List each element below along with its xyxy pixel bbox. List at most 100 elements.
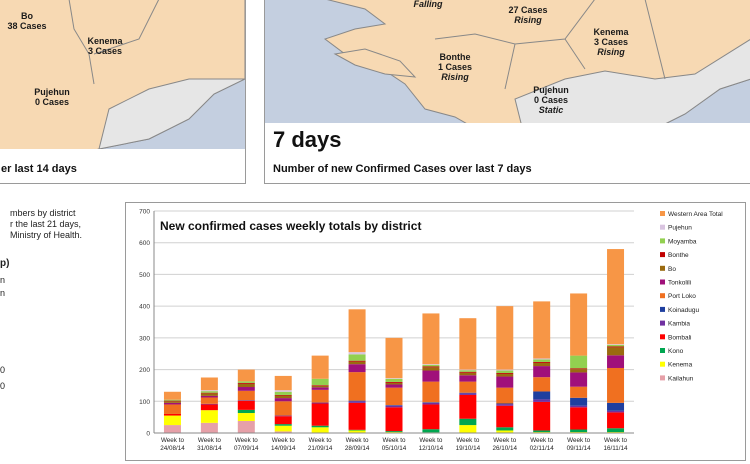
legend-label: Kambia [668,321,690,328]
bar-segment [311,403,329,426]
pujehun-area [98,78,245,150]
bar-segment [163,400,181,402]
bar-segment [570,407,588,430]
x-tick-label: 26/10/14 [493,445,518,452]
bar-segment [163,391,181,400]
caption-strip [0,149,245,183]
bar-segment [496,430,514,433]
bar-segment [422,367,440,371]
bar-segment [459,392,477,394]
bar-segment [496,376,514,388]
legend-swatch [660,265,665,271]
legend-swatch [660,224,665,230]
bar-segment [533,391,551,400]
x-tick-label: 28/09/14 [345,445,370,452]
legend-swatch [660,293,665,299]
map-7-days [265,0,750,183]
bar-segment [607,249,625,345]
x-tick-label: 09/11/14 [567,445,592,452]
district-label-bo: Bo 38 Cases [7,11,47,31]
legend-label: Pujehun [668,225,692,232]
bar-segment [311,385,329,386]
bar-segment [570,429,588,433]
x-tick-label: 19/10/14 [456,445,481,452]
legend-swatch [660,320,665,326]
bar-segment [237,381,255,383]
bar-segment [533,377,551,392]
bar-segment [163,404,181,414]
legend-swatch [660,211,665,216]
bar-segment [533,366,551,378]
bar-segment [385,337,403,379]
bar-segment [496,405,514,428]
bar-segment [570,372,588,387]
bar-segment [311,387,329,390]
bar-segment [570,368,588,370]
x-tick-label: 12/10/14 [419,445,444,452]
bar-segment [570,405,588,408]
bar-segment [200,422,218,433]
y-tick-label: 0 [146,431,150,438]
bar-segment [237,413,255,421]
bar-segment [533,358,551,360]
bar-segment [496,369,514,371]
note-line-3: Ministry of Health. [10,230,83,240]
bar-segment [348,429,366,431]
district-label-kenema: Kenema 3 Cases [87,36,123,56]
note-line-1: mbers by district [10,208,76,218]
x-tick-label: 05/10/14 [382,445,407,452]
y-tick-label: 600 [139,240,150,247]
bar-segment [496,403,514,405]
seven-days-label: 7 days [273,127,342,152]
bar-segment [274,424,292,426]
bar-segment [274,391,292,395]
legend-label: Moyamba [668,238,697,245]
y-tick-label: 200 [139,367,150,374]
legend-label: Western Area Total [668,211,723,218]
bar-segment [237,382,255,384]
bar-segment [496,370,514,374]
bar-segment [385,381,403,383]
bar-segment [237,369,255,382]
legend-swatch [660,306,665,312]
bar-segment [348,401,366,403]
bar-segment [459,394,477,419]
bar-segment [385,378,403,382]
legend-swatch [660,375,665,381]
x-tick-label: Week to [456,437,479,444]
bar-segment [200,397,218,404]
bar-segment [459,371,477,373]
bar-segment [200,390,218,392]
bar-segment [496,306,514,370]
bar-segment [607,347,625,356]
bar-segment [422,402,440,403]
bar-segment [570,369,588,373]
bar-segment [385,378,403,379]
legend-label: Bo [668,266,676,273]
bar-segment [163,399,181,401]
bar-segment [422,429,440,433]
bar-segment [348,402,366,430]
bar-segment [607,402,625,411]
x-tick-label: Week to [530,437,553,444]
district-label-pujehun: Pujehun 0 Cases Static [533,85,569,115]
bar-segment [311,425,329,428]
bar-segment [311,385,329,388]
legend-swatch [660,238,665,244]
bar-segment [422,402,440,405]
left-note: mbers by district r the last 21 days, Mi… [0,208,122,392]
bar-segment [200,393,218,396]
x-tick-label: Week to [604,437,627,444]
bar-segment [459,372,477,376]
district-label-pujehun: Pujehun 0 Cases [34,87,70,107]
bar-segment [385,405,403,408]
bar-segment [274,425,292,432]
bar-segment [496,427,514,431]
bar-segment [200,392,218,394]
bar-segment [533,361,551,363]
bar-segment [496,404,514,406]
bar-segment [459,375,477,382]
x-tick-label: Week to [493,437,516,444]
bar-segment [348,354,366,361]
district-label-bonthe: Bonthe 1 Cases Rising [437,52,473,82]
